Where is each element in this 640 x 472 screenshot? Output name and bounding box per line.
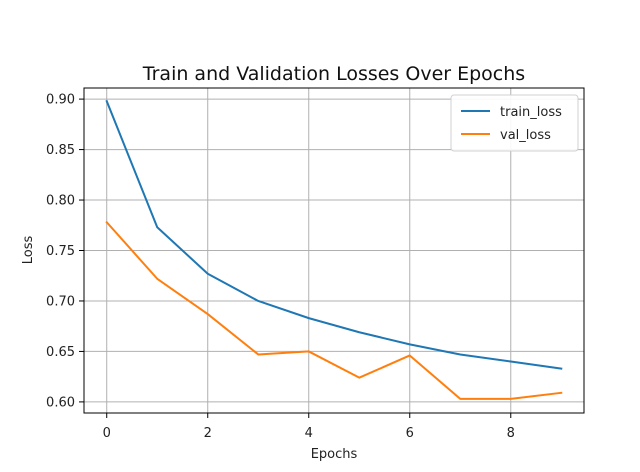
x-tick-label: 6	[406, 426, 414, 441]
chart-title: Train and Validation Losses Over Epochs	[142, 63, 525, 85]
legend-box	[450, 94, 579, 152]
y-axis-label: Loss	[21, 236, 36, 265]
x-axis-label: Epochs	[311, 447, 358, 462]
y-tick-label: 0.85	[46, 143, 75, 158]
legend: train_loss val_loss	[450, 94, 579, 152]
axis-ticks: 0 2 4 6 8 0.60 0.65 0.70 0.75 0.80 0.85 0.90	[46, 93, 515, 441]
x-tick-label: 8	[507, 426, 515, 441]
series-line-train-loss	[105, 99, 563, 370]
x-tick-label: 2	[204, 426, 212, 441]
y-tick-label: 0.65	[46, 345, 75, 360]
legend-label-train-loss: train_loss	[500, 105, 562, 120]
series-line-val-loss	[105, 220, 563, 400]
x-tick-label: 4	[305, 426, 313, 441]
x-tick-label: 0	[103, 426, 111, 441]
series-lines	[105, 99, 563, 400]
y-tick-label: 0.90	[46, 93, 75, 108]
y-tick-label: 0.80	[46, 194, 75, 209]
y-tick-label: 0.75	[46, 244, 75, 259]
y-tick-label: 0.60	[46, 395, 75, 410]
y-tick-label: 0.70	[46, 294, 75, 309]
legend-label-val-loss: val_loss	[500, 128, 551, 143]
